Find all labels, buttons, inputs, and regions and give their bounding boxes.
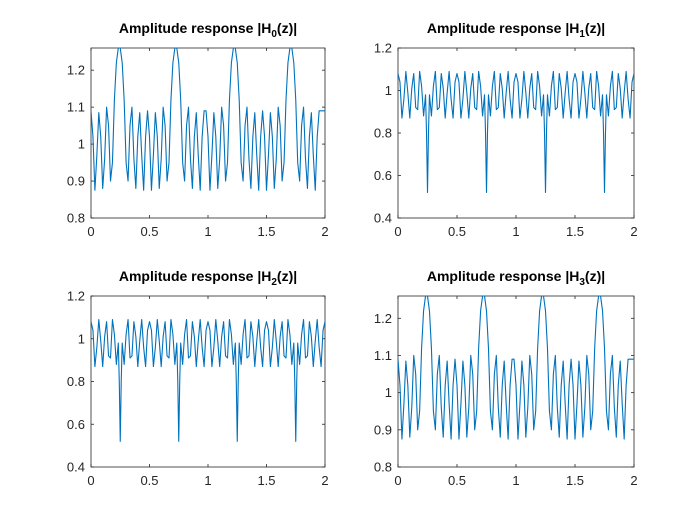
y-tick-label: 1.2 bbox=[374, 311, 392, 326]
subplot-title: Amplitude response |H0(z)| bbox=[119, 20, 297, 40]
y-tick-label: 0.4 bbox=[374, 211, 392, 226]
subplot-title: Amplitude response |H3(z)| bbox=[427, 268, 605, 288]
y-tick-label: 0.6 bbox=[374, 168, 392, 183]
y-tick-label: 0.6 bbox=[67, 417, 85, 432]
amplitude-curve bbox=[398, 70, 634, 194]
x-tick-label: 0 bbox=[87, 473, 94, 488]
y-tick-label: 0.8 bbox=[67, 374, 85, 389]
y-tick-label: 1 bbox=[78, 331, 85, 346]
y-tick-label: 0.9 bbox=[67, 174, 85, 189]
y-tick-label: 1.2 bbox=[67, 63, 85, 78]
x-tick-label: 1 bbox=[204, 473, 211, 488]
y-tick-label: 1 bbox=[385, 83, 392, 98]
x-tick-label: 1 bbox=[512, 224, 519, 239]
x-tick-label: 0 bbox=[394, 473, 401, 488]
subplot-title: Amplitude response |H2(z)| bbox=[119, 268, 297, 288]
amplitude-curve bbox=[91, 318, 325, 442]
y-tick-label: 1 bbox=[385, 385, 392, 400]
x-tick-label: 0.5 bbox=[448, 224, 466, 239]
y-tick-label: 0.8 bbox=[67, 211, 85, 226]
x-tick-label: 0.5 bbox=[448, 473, 466, 488]
subplot-3: 0 0.5 1 1.5 2 0.8 0.9 1 1.1 1.2 Amplitude response… bbox=[374, 268, 638, 488]
x-tick-label: 0.5 bbox=[140, 224, 158, 239]
y-tick-label: 1 bbox=[78, 137, 85, 152]
y-tick-label: 0.4 bbox=[67, 460, 85, 475]
x-tick-label: 1.5 bbox=[566, 473, 584, 488]
x-tick-label: 2 bbox=[630, 473, 637, 488]
x-tick-label: 1.5 bbox=[257, 224, 275, 239]
x-tick-label: 0 bbox=[394, 224, 401, 239]
y-tick-label: 1.2 bbox=[67, 289, 85, 304]
axes-frame bbox=[397, 47, 635, 219]
subplot-2: 0 0.5 1 1.5 2 0.4 0.6 0.8 1 1.2 Amplitude response… bbox=[67, 268, 329, 488]
x-tick-label: 2 bbox=[321, 473, 328, 488]
x-tick-label: 1 bbox=[204, 224, 211, 239]
x-tick-label: 2 bbox=[321, 224, 328, 239]
amplitude-curve bbox=[398, 296, 634, 440]
subplot-1: 0 0.5 1 1.5 2 0.4 0.6 0.8 1 1.2 Amplitude response… bbox=[374, 20, 638, 239]
subplot-0: 0 0.5 1 1.5 2 0.8 0.9 1 1.1 1.2 Amplitude response… bbox=[67, 20, 329, 239]
x-tick-label: 1 bbox=[512, 473, 519, 488]
amplitude-curve bbox=[91, 48, 325, 191]
y-tick-label: 0.8 bbox=[374, 460, 392, 475]
x-tick-label: 1.5 bbox=[566, 224, 584, 239]
y-tick-label: 1.1 bbox=[67, 100, 85, 115]
x-tick-label: 2 bbox=[630, 224, 637, 239]
subplot-title: Amplitude response |H1(z)| bbox=[427, 20, 605, 40]
x-tick-label: 0.5 bbox=[140, 473, 158, 488]
x-tick-label: 0 bbox=[87, 224, 94, 239]
y-tick-label: 0.8 bbox=[374, 126, 392, 141]
y-tick-label: 0.9 bbox=[374, 422, 392, 437]
y-tick-label: 1.1 bbox=[374, 348, 392, 363]
axes-frame bbox=[90, 295, 326, 468]
y-tick-label: 1.2 bbox=[374, 41, 392, 56]
x-tick-label: 1.5 bbox=[257, 473, 275, 488]
